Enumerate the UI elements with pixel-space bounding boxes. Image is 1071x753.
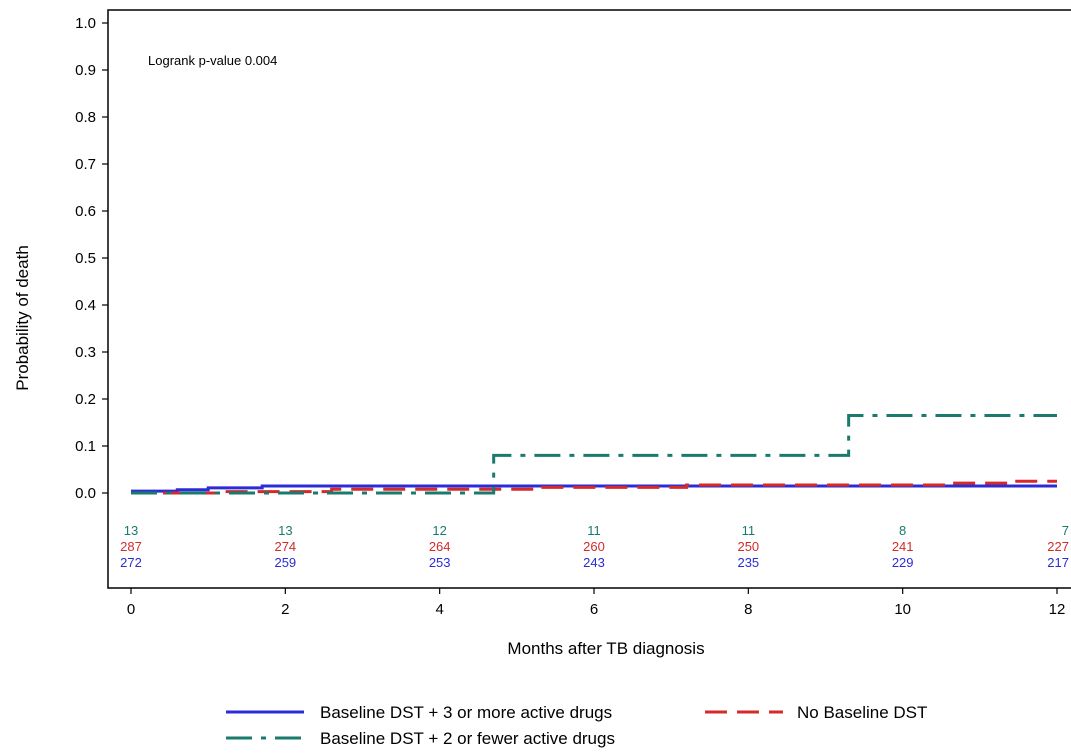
y-axis-title: Probability of death bbox=[13, 245, 32, 391]
at-risk-value: 13 bbox=[278, 523, 292, 538]
at-risk-value: 274 bbox=[274, 539, 296, 554]
at-risk-value: 287 bbox=[120, 539, 142, 554]
at-risk-value: 13 bbox=[124, 523, 138, 538]
y-tick-label: 0.0 bbox=[75, 485, 96, 502]
at-risk-value: 235 bbox=[737, 555, 759, 570]
y-tick-label: 0.9 bbox=[75, 62, 96, 79]
y-tick-label: 0.5 bbox=[75, 250, 96, 267]
at-risk-value: 250 bbox=[737, 539, 759, 554]
series-line-1 bbox=[131, 484, 1057, 493]
at-risk-value: 260 bbox=[583, 539, 605, 554]
logrank-annotation: Logrank p-value 0.004 bbox=[148, 53, 277, 68]
y-tick-label: 0.7 bbox=[75, 156, 96, 173]
y-tick-label: 0.3 bbox=[75, 344, 96, 361]
y-tick-label: 0.6 bbox=[75, 203, 96, 220]
y-tick-label: 0.1 bbox=[75, 438, 96, 455]
at-risk-value: 229 bbox=[892, 555, 914, 570]
y-tick-label: 0.8 bbox=[75, 109, 96, 126]
at-risk-value: 12 bbox=[432, 523, 446, 538]
x-tick-label: 4 bbox=[435, 601, 443, 618]
legend-label-3: Baseline DST + 2 or fewer active drugs bbox=[320, 729, 615, 748]
at-risk-value: 253 bbox=[429, 555, 451, 570]
x-tick-label: 0 bbox=[127, 601, 135, 618]
y-tick-label: 1.0 bbox=[75, 15, 96, 32]
x-tick-label: 10 bbox=[894, 601, 911, 618]
x-axis-title: Months after TB diagnosis bbox=[507, 639, 704, 658]
x-tick-label: 2 bbox=[281, 601, 289, 618]
plot-frame bbox=[107, 9, 1071, 589]
at-risk-value: 217 bbox=[1047, 555, 1069, 570]
at-risk-value: 241 bbox=[892, 539, 914, 554]
x-tick-label: 12 bbox=[1049, 601, 1066, 618]
at-risk-value: 259 bbox=[274, 555, 296, 570]
x-tick-label: 6 bbox=[590, 601, 598, 618]
at-risk-value: 227 bbox=[1047, 539, 1069, 554]
at-risk-value: 243 bbox=[583, 555, 605, 570]
at-risk-value: 272 bbox=[120, 555, 142, 570]
series-line-3 bbox=[131, 413, 1057, 495]
at-risk-value: 8 bbox=[899, 523, 906, 538]
at-risk-value: 264 bbox=[429, 539, 451, 554]
x-tick-label: 8 bbox=[744, 601, 752, 618]
at-risk-value: 7 bbox=[1062, 523, 1069, 538]
at-risk-value: 11 bbox=[587, 523, 601, 538]
legend-label-1: Baseline DST + 3 or more active drugs bbox=[320, 703, 612, 722]
y-tick-label: 0.2 bbox=[75, 391, 96, 408]
y-tick-label: 0.4 bbox=[75, 297, 96, 314]
legend-label-2: No Baseline DST bbox=[797, 703, 927, 722]
at-risk-value: 11 bbox=[742, 523, 756, 538]
